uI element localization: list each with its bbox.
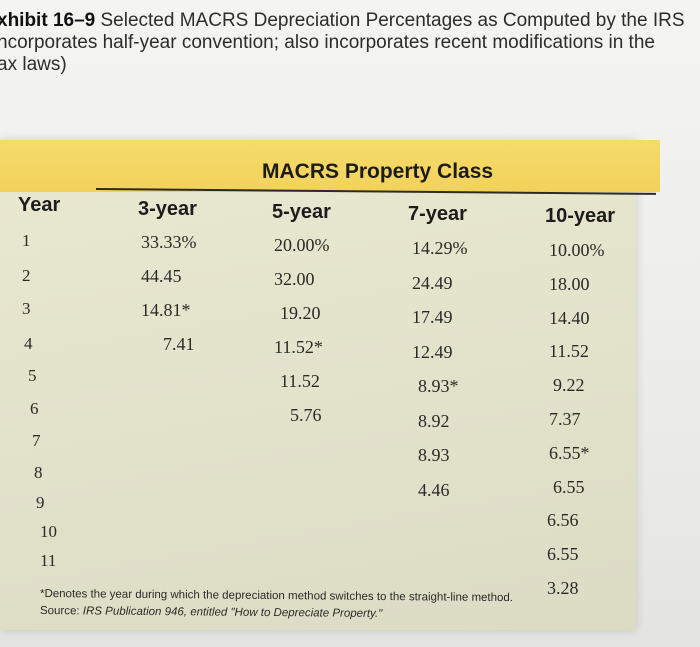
rate-7-year-year-5: 8.93*	[418, 376, 459, 396]
rate-7-year-year-6: 8.92	[418, 410, 450, 431]
rate-3-year-year-2: 44.45	[141, 266, 182, 286]
rate-10-year-year-9: 6.56	[547, 510, 579, 531]
rate-7-year-year-2: 24.49	[412, 272, 453, 293]
rate-7-year-year-3: 17.49	[412, 307, 453, 327]
rate-10-year-year-10: 6.55	[547, 544, 579, 565]
macrs-table-card	[0, 140, 660, 630]
rate-10-year-year-7: 6.55*	[549, 442, 590, 463]
year-6: 6	[30, 399, 39, 418]
rate-10-year-year-1: 10.00%	[549, 240, 605, 260]
year-9: 9	[36, 493, 45, 512]
caption-line-3: ax laws)	[0, 54, 67, 75]
rate-3-year-year-1: 33.33%	[141, 232, 197, 252]
rate-10-year-year-4: 11.52	[549, 341, 589, 362]
year-header: Year	[18, 194, 61, 216]
property-class-title: MACRS Property Class	[262, 160, 494, 183]
rate-7-year-year-1: 14.29%	[412, 238, 468, 258]
rate-3-year-year-3: 14.81*	[141, 300, 191, 320]
year-7: 7	[32, 431, 41, 450]
caption-line-2: ncorporates half-year convention; also i…	[0, 32, 655, 53]
year-4: 4	[24, 334, 33, 353]
rate-5-year-year-5: 11.52	[280, 371, 320, 391]
rate-10-year-year-6: 7.37	[549, 409, 581, 429]
rate-5-year-year-4: 11.52*	[274, 337, 323, 357]
year-5: 5	[28, 366, 37, 385]
class-header-7-year: 7-year	[408, 203, 467, 225]
year-11: 11	[40, 551, 57, 570]
year-10: 10	[40, 522, 57, 541]
year-8: 8	[34, 463, 43, 482]
rate-10-year-year-5: 9.22	[553, 375, 585, 396]
rate-7-year-year-8: 4.46	[418, 479, 450, 500]
source-label: Source:	[39, 605, 83, 618]
caption-line-1: xhibit 16–9 Selected MACRS Depreciation …	[0, 10, 698, 32]
rate-10-year-year-2: 18.00	[549, 273, 590, 294]
rate-7-year-year-4: 12.49	[412, 341, 453, 362]
rate-10-year-year-3: 14.40	[549, 307, 590, 328]
rate-10-year-year-8: 6.55	[553, 476, 585, 497]
rate-5-year-year-3: 19.20	[280, 303, 321, 323]
class-header-10-year: 10-year	[545, 205, 616, 227]
class-header-5-year: 5-year	[272, 201, 331, 223]
rate-5-year-year-6: 5.76	[290, 405, 322, 425]
year-3: 3	[22, 299, 31, 318]
rate-3-year-year-4: 7.41	[163, 334, 195, 354]
rate-10-year-year-11: 3.28	[547, 578, 579, 598]
rate-7-year-year-7: 8.93	[418, 445, 450, 465]
exhibit-number: xhibit 16–9	[0, 10, 96, 31]
exhibit-caption: xhibit 16–9 Selected MACRS Depreciation …	[0, 10, 698, 76]
header-band	[0, 140, 660, 192]
year-1: 1	[22, 231, 31, 250]
rate-5-year-year-2: 32.00	[274, 269, 315, 289]
caption-title: Selected MACRS Depreciation Percentages …	[100, 10, 685, 31]
class-header-3-year: 3-year	[138, 198, 197, 220]
year-2: 2	[22, 266, 31, 285]
rate-5-year-year-1: 20.00%	[274, 235, 330, 255]
